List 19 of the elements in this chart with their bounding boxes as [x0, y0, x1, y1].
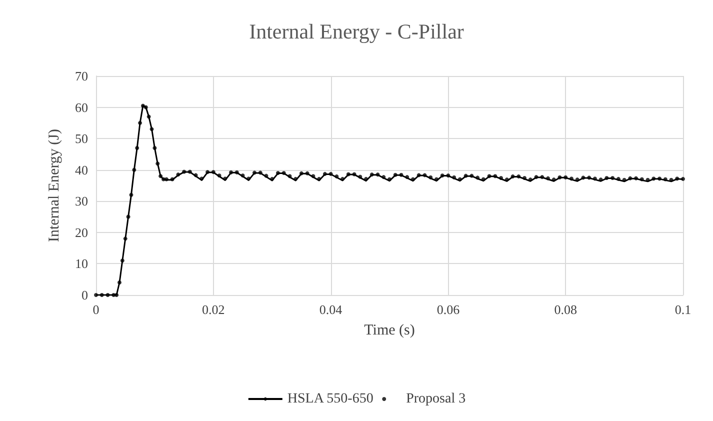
y-tick-label: 70: [75, 68, 88, 84]
x-axis-title: Time (s): [364, 322, 415, 338]
x-tick-label: 0: [92, 302, 100, 317]
y-axis-title: Internal Energy (J): [46, 128, 62, 242]
y-tick-label: 60: [75, 100, 88, 115]
y-tick-label: 20: [75, 224, 88, 240]
x-tick-label: 0.06: [436, 302, 460, 317]
x-tick-label: 0.04: [319, 302, 343, 317]
y-tick-label: 30: [75, 194, 88, 209]
legend-label: Proposal 3: [406, 392, 466, 406]
chart-title: Internal Energy - C-Pillar: [249, 20, 464, 44]
x-tick-label: 0.02: [202, 302, 225, 317]
y-tick-label: 10: [75, 256, 88, 272]
y-tick-label: 40: [75, 162, 88, 178]
x-tick-label: 0.1: [674, 302, 692, 317]
y-tick-label: 0: [82, 288, 88, 302]
y-tick-label: 50: [75, 131, 88, 146]
legend-label: HSLA 550-650: [287, 392, 374, 406]
x-tick-label: 0.08: [554, 302, 577, 317]
